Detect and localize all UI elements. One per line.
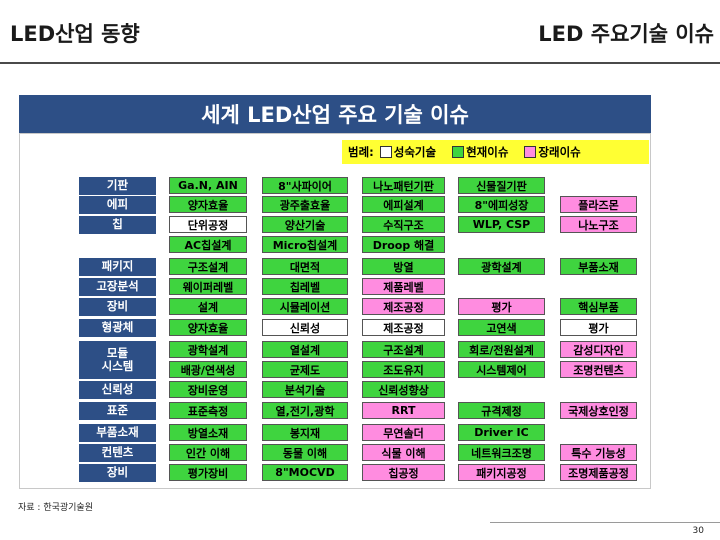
legend-swatch-current bbox=[452, 146, 465, 158]
tech-cell: 분석기술 bbox=[262, 381, 348, 398]
tech-cell: 국제상호인정 bbox=[560, 402, 637, 419]
tech-cell: 구조설계 bbox=[362, 341, 445, 358]
tech-cell: 칩공정 bbox=[362, 464, 445, 481]
tech-cell: 평가장비 bbox=[169, 464, 247, 481]
category-equipment-2: 장비 bbox=[79, 464, 156, 482]
tech-cell: 설계 bbox=[169, 298, 247, 315]
tech-cell: 광주출효율 bbox=[262, 196, 348, 213]
legend-item-future: 장래이슈 bbox=[524, 144, 581, 160]
tech-cell: 제품레벨 bbox=[362, 278, 445, 295]
legend-item-current: 현재이슈 bbox=[452, 144, 508, 160]
tech-cell: 양산기술 bbox=[262, 216, 348, 233]
tech-cell: 표준측정 bbox=[169, 402, 247, 419]
legend-swatch-future bbox=[524, 146, 537, 158]
slide-banner-title: 세계 LED산업 주요 기술 이슈 bbox=[19, 95, 651, 133]
tech-cell: 핵심부품 bbox=[560, 298, 637, 315]
tech-cell: Ga.N, AIN bbox=[169, 177, 247, 194]
tech-cell: 웨이퍼레벨 bbox=[169, 278, 247, 295]
tech-cell: 광학설계 bbox=[458, 258, 545, 275]
footer-divider bbox=[490, 522, 720, 523]
tech-cell: 8"에피성장 bbox=[458, 196, 545, 213]
tech-cell: Droop 해결 bbox=[362, 236, 445, 253]
tech-cell: 배광/연색성 bbox=[169, 361, 247, 378]
legend-label-current: 현재이슈 bbox=[466, 145, 509, 159]
tech-cell: 시스템제어 bbox=[458, 361, 545, 378]
tech-cell: AC칩설계 bbox=[169, 236, 247, 253]
tech-cell: 방열소재 bbox=[169, 424, 247, 441]
tech-cell: 네트워크조명 bbox=[458, 444, 545, 461]
legend-label-future: 장래이슈 bbox=[538, 145, 581, 159]
tech-cell: 인간 이해 bbox=[169, 444, 247, 461]
tech-cell: 에피설계 bbox=[362, 196, 445, 213]
tech-cell: 규격제정 bbox=[458, 402, 545, 419]
tech-cell: 대면적 bbox=[262, 258, 348, 275]
tech-cell: 회로/전원설계 bbox=[458, 341, 545, 358]
tech-cell: 제조공정 bbox=[362, 298, 445, 315]
tech-cell: 무연솔더 bbox=[362, 424, 445, 441]
category-contents: 컨텐츠 bbox=[79, 444, 156, 462]
page-number: 30 bbox=[692, 526, 704, 536]
tech-cell: 패키지공정 bbox=[458, 464, 545, 481]
tech-cell: 양자효율 bbox=[169, 319, 247, 336]
tech-cell: Driver IC bbox=[458, 424, 545, 441]
tech-cell: 식물 이해 bbox=[362, 444, 445, 461]
category-reliability: 신뢰성 bbox=[79, 381, 156, 399]
tech-cell: 8"사파이어 bbox=[262, 177, 348, 194]
tech-cell: 광학설계 bbox=[169, 341, 247, 358]
tech-cell: 제조공정 bbox=[362, 319, 445, 336]
tech-cell: 나노구조 bbox=[560, 216, 637, 233]
tech-cell: 봉지재 bbox=[262, 424, 348, 441]
tech-cell: 장비운영 bbox=[169, 381, 247, 398]
tech-cell: WLP, CSP bbox=[458, 216, 545, 233]
legend: 범례: 성숙기술 현재이슈 장래이슈 bbox=[342, 140, 649, 164]
tech-cell: 칩레벨 bbox=[262, 278, 348, 295]
tech-cell: 신뢰성 bbox=[262, 319, 348, 336]
tech-cell: 동물 이해 bbox=[262, 444, 348, 461]
header-left-title: LED산업 동향 bbox=[10, 22, 140, 46]
tech-cell: 신뢰성향상 bbox=[362, 381, 445, 398]
tech-cell: 시뮬레이션 bbox=[262, 298, 348, 315]
tech-cell: 부품소재 bbox=[560, 258, 637, 275]
tech-cell: 조명제품공정 bbox=[560, 464, 637, 481]
tech-cell: 특수 기능성 bbox=[560, 444, 637, 461]
category-chip: 칩 bbox=[79, 216, 156, 234]
tech-cell: 열,전기,광학 bbox=[262, 402, 348, 419]
category-package: 패키지 bbox=[79, 258, 156, 276]
tech-cell: 평가 bbox=[560, 319, 637, 336]
tech-cell: 8"MOCVD bbox=[262, 464, 348, 481]
tech-cell: 조도유지 bbox=[362, 361, 445, 378]
tech-cell: 플라즈몬 bbox=[560, 196, 637, 213]
legend-swatch-mature bbox=[379, 146, 392, 158]
tech-cell: 수직구조 bbox=[362, 216, 445, 233]
tech-cell: 나노패턴기판 bbox=[362, 177, 445, 194]
legend-item-mature: 성숙기술 bbox=[379, 144, 437, 160]
category-substrate: 기판 bbox=[79, 177, 156, 195]
legend-title: 범례: bbox=[348, 145, 374, 159]
tech-cell: 양자효율 bbox=[169, 196, 247, 213]
header-divider bbox=[0, 62, 720, 64]
tech-cell: 조명컨텐츠 bbox=[560, 361, 637, 378]
legend-label-mature: 성숙기술 bbox=[393, 145, 437, 159]
header-right-title: LED 주요기술 이슈 bbox=[538, 22, 714, 46]
category-standard: 표준 bbox=[79, 402, 156, 420]
category-equipment: 장비 bbox=[79, 298, 156, 316]
tech-cell: Micro칩설계 bbox=[262, 236, 348, 253]
tech-cell: RRT bbox=[362, 402, 445, 419]
tech-cell: 열설계 bbox=[262, 341, 348, 358]
category-module-system: 모듈 시스템 bbox=[79, 341, 156, 379]
tech-cell: 구조설계 bbox=[169, 258, 247, 275]
category-phosphor: 형광체 bbox=[79, 319, 156, 337]
tech-cell: 신물질기판 bbox=[458, 177, 545, 194]
tech-cell: 감성디자인 bbox=[560, 341, 637, 358]
tech-cell: 고연색 bbox=[458, 319, 545, 336]
tech-cell: 균제도 bbox=[262, 361, 348, 378]
tech-cell: 단위공정 bbox=[169, 216, 247, 233]
tech-cell: 방열 bbox=[362, 258, 445, 275]
source-note: 자료 : 한국광기술원 bbox=[18, 503, 93, 513]
tech-cell: 평가 bbox=[458, 298, 545, 315]
category-parts-materials: 부품소재 bbox=[79, 424, 156, 442]
category-failure-analysis: 고장분석 bbox=[79, 278, 156, 296]
category-epi: 에피 bbox=[79, 196, 156, 214]
